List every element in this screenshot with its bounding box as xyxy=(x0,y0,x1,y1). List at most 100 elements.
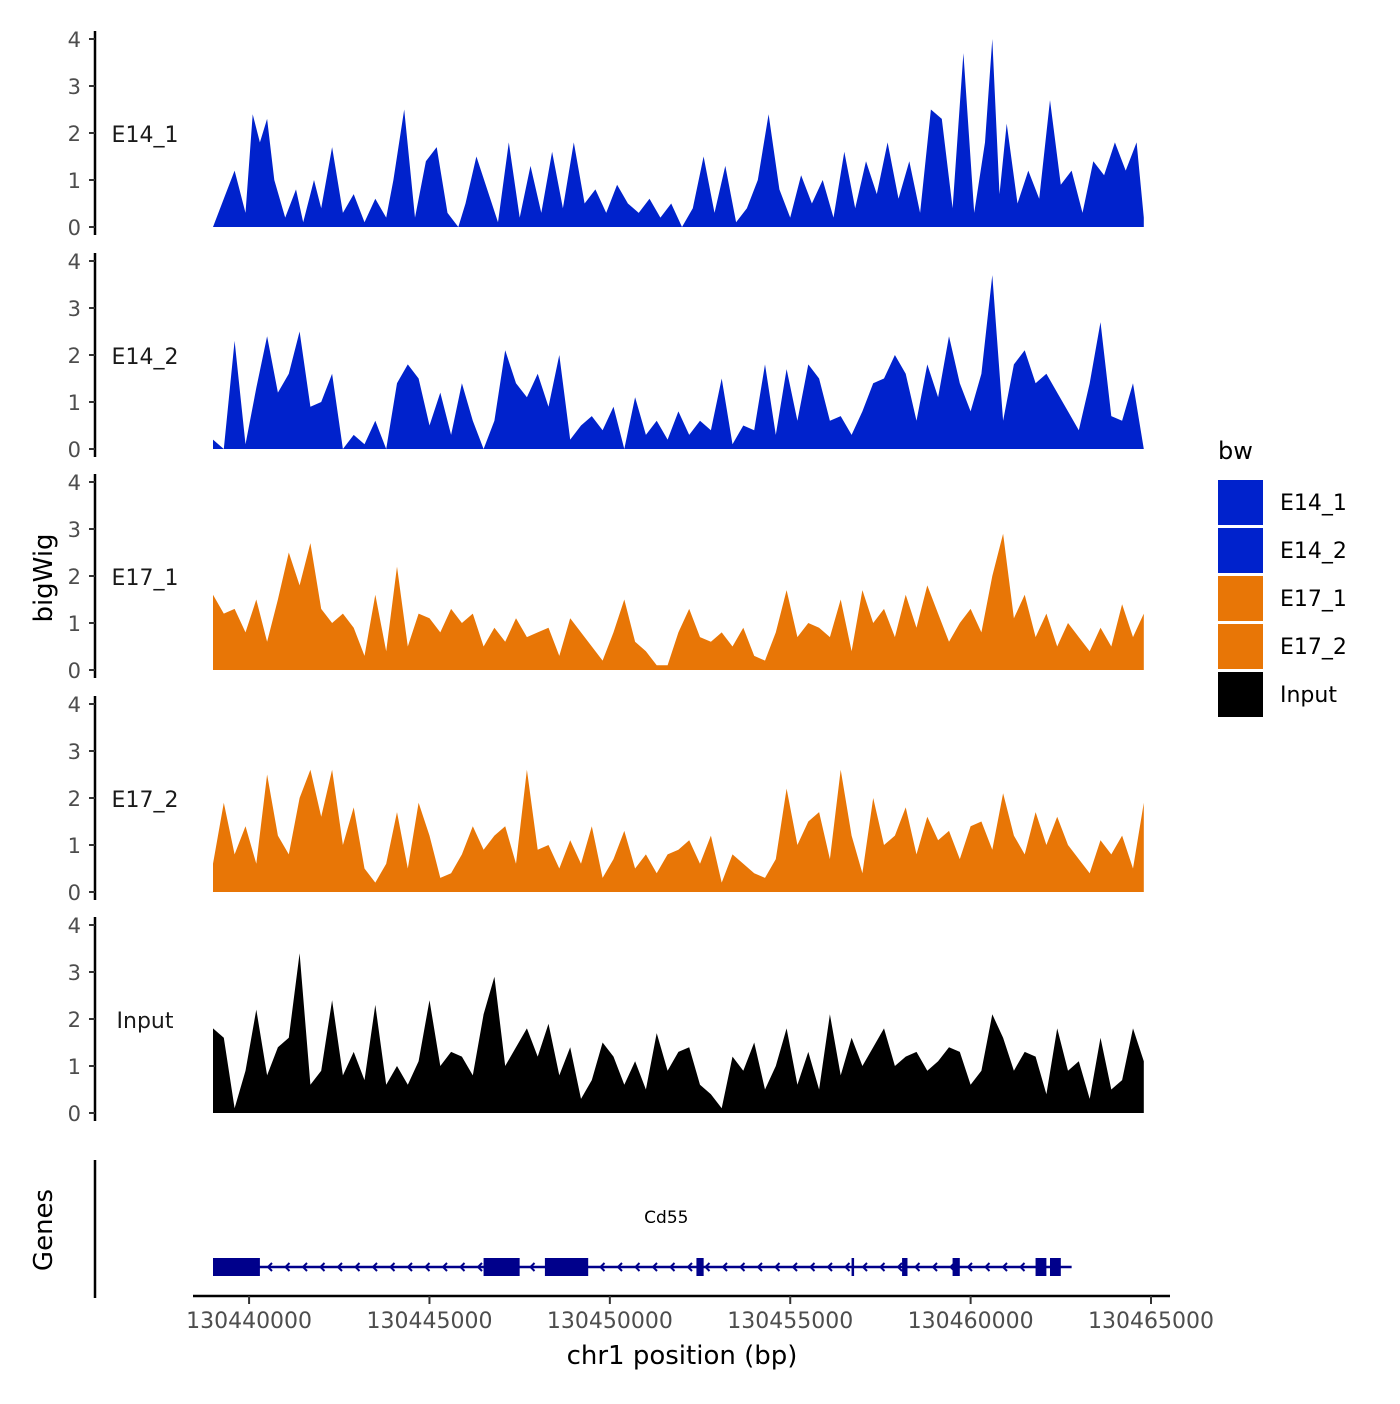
legend-item: Input xyxy=(1218,672,1337,717)
strand-arrow xyxy=(844,1262,851,1272)
y-tick-label: 2 xyxy=(68,344,81,368)
strand-arrow xyxy=(1019,1262,1026,1272)
strand-arrow xyxy=(424,1262,431,1272)
legend-item: E17_1 xyxy=(1218,576,1347,621)
gene-label: Cd55 xyxy=(644,1208,688,1228)
x-tick-label: 130465000 xyxy=(1088,1309,1214,1334)
y-tick-label: 0 xyxy=(68,881,81,905)
strand-arrow xyxy=(704,1262,711,1272)
legend-label: E17_2 xyxy=(1280,635,1347,660)
y-tick-label: 0 xyxy=(68,1102,81,1126)
x-tick-label: 130460000 xyxy=(908,1309,1034,1334)
y-tick-label: 1 xyxy=(68,834,81,858)
y-tick-label: 2 xyxy=(68,1008,81,1032)
strand-arrow xyxy=(476,1262,483,1272)
y-tick-label: 4 xyxy=(68,250,81,274)
gene-exon xyxy=(483,1258,520,1276)
gene-exon xyxy=(1049,1258,1061,1276)
legend-swatch xyxy=(1218,480,1263,525)
strand-arrow xyxy=(686,1262,693,1272)
strand-arrow xyxy=(371,1262,378,1272)
strand-arrow xyxy=(354,1262,361,1272)
strand-arrow xyxy=(669,1262,676,1272)
area-e14-2 xyxy=(213,275,1144,449)
genes-layer: Cd55 xyxy=(93,1160,1072,1298)
legend-label: E14_2 xyxy=(1280,539,1347,564)
strand-arrow xyxy=(389,1262,396,1272)
y-tick-label: 4 xyxy=(68,693,81,717)
track-label: E17_1 xyxy=(112,566,179,591)
legend-label: Input xyxy=(1280,683,1337,708)
legend-item: E17_2 xyxy=(1218,624,1347,669)
gene-exon xyxy=(696,1258,704,1276)
y-tick-label: 3 xyxy=(68,961,81,985)
genes-track-label: Genes xyxy=(29,1189,59,1271)
track-e17-1: 0 1 2 3 4 E17_1 xyxy=(68,471,1144,683)
strand-arrow xyxy=(879,1262,886,1272)
strand-arrow xyxy=(599,1262,606,1272)
legend-item: E14_2 xyxy=(1218,528,1347,573)
legend-label: E17_1 xyxy=(1280,587,1347,612)
tracks-layer: 0 1 2 3 4 E14_1 0 1 2 3 4 E14_2 0 1 2 3 4 E17_1 0 1 2 3 4 E17_2… xyxy=(68,28,1144,1126)
y-tick-label: 1 xyxy=(68,1055,81,1079)
strand-arrow xyxy=(739,1262,746,1272)
y-tick-label: 3 xyxy=(68,740,81,764)
y-tick-label: 0 xyxy=(68,216,81,240)
strand-arrow xyxy=(896,1262,903,1272)
area-e17-2 xyxy=(213,769,1144,892)
strand-arrow xyxy=(914,1262,921,1272)
y-tick-label: 2 xyxy=(68,565,81,589)
track-e14-1: 0 1 2 3 4 E14_1 xyxy=(68,28,1144,240)
strand-arrow xyxy=(809,1262,816,1272)
gene-exon xyxy=(902,1258,908,1276)
strand-arrow xyxy=(861,1262,868,1272)
track-label: Input xyxy=(117,1009,174,1034)
y-tick-label: 4 xyxy=(68,471,81,495)
x-tick-label: 130455000 xyxy=(727,1309,853,1334)
gene-exon xyxy=(851,1258,855,1276)
x-tick-label: 130440000 xyxy=(186,1309,312,1334)
y-tick-label: 2 xyxy=(68,122,81,146)
y-tick-label: 4 xyxy=(68,914,81,938)
y-tick-label: 3 xyxy=(68,518,81,542)
strand-arrow xyxy=(721,1262,728,1272)
track-label: E14_2 xyxy=(112,345,179,370)
gene-cd55: Cd55 xyxy=(213,1208,1072,1276)
legend-title: bw xyxy=(1218,437,1253,465)
y-tick-label: 2 xyxy=(68,787,81,811)
x-axis: 130440000 130445000 130450000 130455000 1304… xyxy=(186,1294,1214,1334)
strand-arrow xyxy=(791,1262,798,1272)
strand-arrow xyxy=(459,1262,466,1272)
track-e14-2: 0 1 2 3 4 E14_2 xyxy=(68,250,1144,462)
area-e14-1 xyxy=(213,39,1144,227)
gene-exon xyxy=(213,1258,260,1276)
y-tick-label: 0 xyxy=(68,659,81,683)
legend-swatch xyxy=(1218,576,1263,621)
strand-arrow xyxy=(826,1262,833,1272)
gene-exon xyxy=(544,1258,589,1276)
x-axis-label: chr1 position (bp) xyxy=(567,1341,798,1371)
y-tick-label: 3 xyxy=(68,297,81,321)
legend: E14_1 E14_2 E17_1 E17_2 Input xyxy=(1218,480,1347,717)
strand-arrow xyxy=(651,1262,658,1272)
strand-arrow xyxy=(301,1262,308,1272)
x-tick-label: 130450000 xyxy=(547,1309,673,1334)
strand-arrow xyxy=(406,1262,413,1272)
y-tick-label: 3 xyxy=(68,75,81,99)
track-label: E17_2 xyxy=(112,788,179,813)
y-tick-label: 1 xyxy=(68,169,81,193)
area-e17-1 xyxy=(213,533,1144,670)
strand-arrow xyxy=(1001,1262,1008,1272)
area-input xyxy=(213,953,1144,1113)
strand-arrow xyxy=(774,1262,781,1272)
y-tick-label: 0 xyxy=(68,438,81,462)
gene-exon xyxy=(952,1258,960,1276)
y-tick-label: 1 xyxy=(68,612,81,636)
strand-arrow xyxy=(634,1262,641,1272)
track-input: 0 1 2 3 4 Input xyxy=(68,914,1144,1126)
track-label: E14_1 xyxy=(112,123,179,148)
x-tick-label: 130445000 xyxy=(366,1309,492,1334)
legend-swatch xyxy=(1218,672,1263,717)
